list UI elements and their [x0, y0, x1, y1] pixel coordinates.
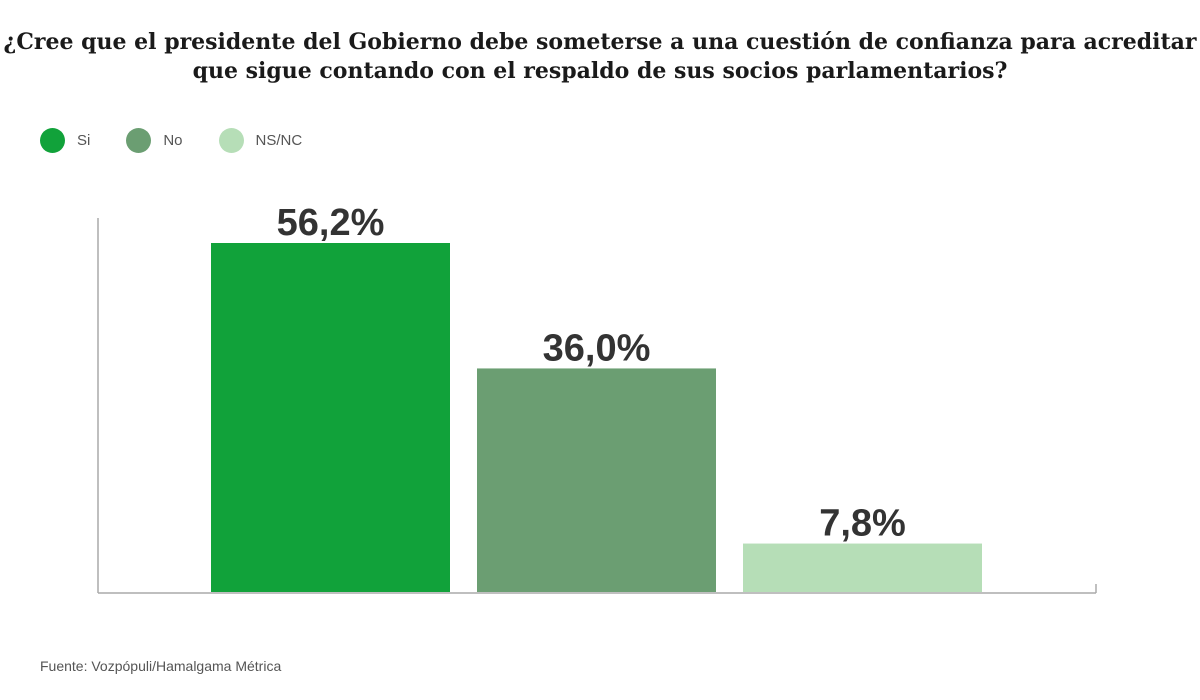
bar — [477, 368, 716, 592]
legend-label: No — [163, 132, 183, 149]
data-label: 36,0% — [543, 327, 651, 369]
title-line-2: que sigue contando con el respaldo de su… — [192, 58, 1008, 84]
legend-item: Si — [40, 128, 90, 153]
legend-label: NS/NC — [255, 132, 303, 149]
chart-title: ¿Cree que el presidente del Gobierno deb… — [0, 28, 1200, 86]
legend-item: NS/NC — [218, 128, 303, 153]
source-note: Fuente: Vozpópuli/Hamalgama Métrica — [40, 658, 282, 674]
legend-swatch — [40, 128, 65, 153]
title-line-1: ¿Cree que el presidente del Gobierno deb… — [3, 29, 1197, 55]
legend-swatch — [218, 128, 244, 153]
legend-item: No — [126, 128, 183, 153]
legend-swatch — [126, 128, 152, 153]
bar — [211, 243, 450, 592]
legend-label: Si — [77, 132, 91, 149]
bar — [743, 543, 982, 592]
data-label: 56,2% — [277, 202, 385, 244]
data-label: 7,8% — [819, 503, 906, 545]
legend: Si No NS/NC — [40, 128, 338, 153]
